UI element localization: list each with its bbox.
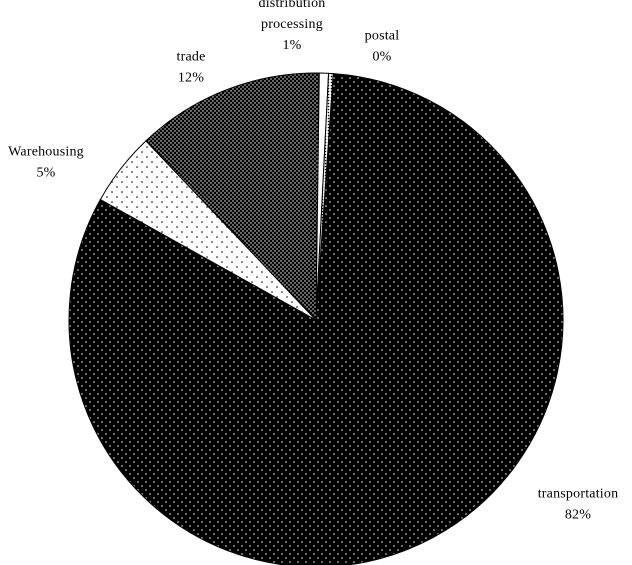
slice-label-postal: postal [365, 29, 400, 44]
pie-slices [68, 72, 564, 565]
pie-slice-transportation [68, 73, 564, 565]
slice-label-warehousing: Warehousing [8, 145, 84, 160]
percent-label-postal: 0% [372, 50, 391, 65]
percent-label-distribution-processing: 1% [282, 38, 301, 53]
pie-labels: transportation 82% Warehousing 5% trade 12% di… [8, 0, 618, 523]
slice-label-trade: trade [177, 50, 206, 65]
pie-slice-trade [145, 72, 320, 322]
pie-slice-postal [315, 72, 334, 321]
percent-label-trade: 12% [178, 71, 204, 86]
slice-label-distribution-processing: processing [261, 17, 323, 32]
percent-label-warehousing: 5% [36, 166, 55, 181]
slice-label-distribution-processing: distribution [259, 0, 326, 11]
slice-label-transportation: transportation [538, 487, 619, 502]
percent-label-transportation: 82% [565, 508, 591, 523]
